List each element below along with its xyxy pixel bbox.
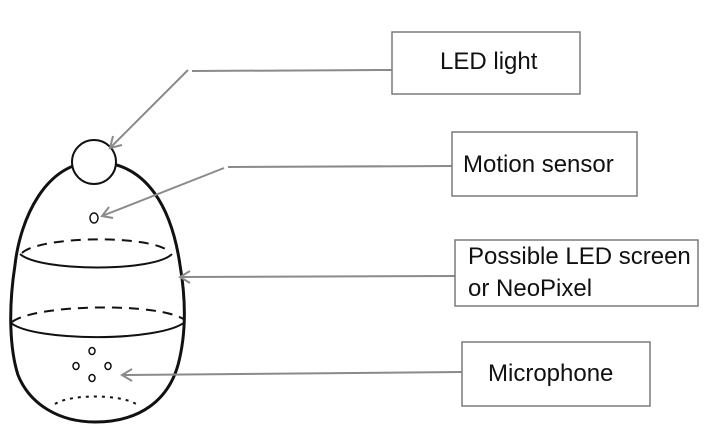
label-box	[391, 31, 581, 95]
label-box	[454, 239, 699, 307]
arrowhead-motion-sensor	[100, 206, 114, 219]
leader-led-screen	[179, 275, 456, 278]
leader-microphone	[121, 371, 463, 376]
label-box	[461, 341, 651, 407]
leader-lines	[100, 69, 463, 382]
label-led-light: LED light	[391, 31, 581, 95]
lower-band-back	[11, 306, 186, 323]
led-light-circle	[71, 139, 117, 185]
microphone-holes	[72, 346, 112, 383]
egg-outline	[9, 160, 186, 424]
label-text: Motion sensor	[463, 151, 614, 178]
leader-motion-sensor	[227, 165, 453, 168]
label-motion-sensor: Motion sensor	[451, 131, 638, 197]
label-text: LED light	[440, 48, 538, 75]
lower-band-front	[10, 321, 186, 339]
label-text-line1: Possible LED screen	[468, 243, 691, 270]
mic-hole	[88, 373, 96, 383]
leader-led-light-diag	[109, 69, 189, 149]
upper-band-front	[19, 253, 173, 269]
arrowhead-led-light	[108, 135, 123, 150]
arrowhead-led-screen	[178, 270, 191, 284]
leader-led-light	[191, 69, 393, 72]
mic-hole	[88, 346, 96, 356]
label-box	[451, 131, 638, 197]
label-text-line2: or NeoPixel	[468, 275, 592, 302]
device-body	[9, 139, 186, 424]
leader-motion-sensor-diag	[101, 167, 225, 217]
label-led-screen: Possible LED screen or NeoPixel	[454, 239, 699, 307]
mic-hole	[104, 361, 112, 371]
mic-hole	[72, 361, 80, 371]
upper-band-back	[21, 238, 171, 254]
motion-sensor-dot	[89, 212, 99, 224]
bottom-dotted-ring	[54, 395, 137, 405]
label-text: Microphone	[488, 360, 613, 387]
arrowhead-microphone	[120, 368, 133, 382]
label-microphone: Microphone	[461, 341, 651, 407]
